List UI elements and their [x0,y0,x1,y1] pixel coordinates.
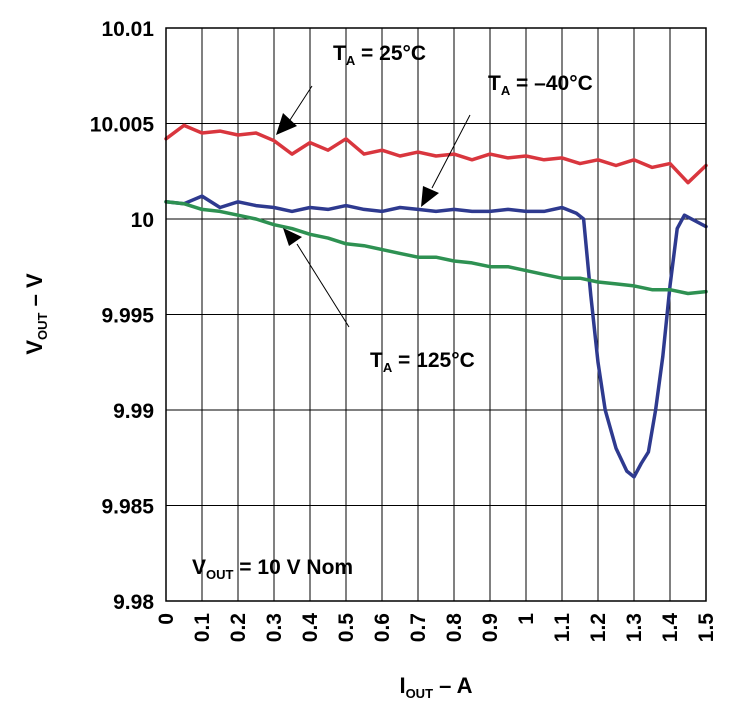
y-tick-label: 10 [131,209,154,232]
x-tick-label: 0.1 [191,613,214,643]
arrowhead-125c [283,228,302,246]
arrowhead-minus40c [421,186,439,207]
x-axis-title: IOUT – A [399,673,472,701]
x-tick-label: 1.4 [659,613,682,643]
arrowhead-25c [276,113,297,135]
y-tick-label: 9.995 [101,305,154,328]
annotation-25c: TA = 25°C [333,42,426,68]
x-tick-labels: 0 0.1 0.2 0.3 0.4 0.5 0.6 0.7 0.8 0.9 1 1.1 1.2 1.3 1.… [155,613,718,643]
x-tick-label: 0.7 [407,613,430,642]
annotation-vout-nom: VOUT = 10 V Nom [192,556,353,582]
y-axis-title: VOUT – V [22,273,50,355]
x-tick-label: 0.9 [479,613,502,642]
annotation-125c: TA = 125°C [370,349,475,375]
leader-line-25c [289,85,313,121]
annotation-minus40c: TA = –40°C [488,72,593,98]
y-tick-label: 9.985 [101,496,154,519]
grid [165,27,707,602]
x-tick-label: 0.6 [371,613,394,642]
y-tick-label: 10.01 [101,18,154,41]
x-tick-label: 0.2 [227,613,250,642]
series-line-0 [164,123,708,185]
x-tick-label: 0 [155,613,178,625]
y-tick-label: 10.005 [90,114,155,137]
series-line-2 [164,200,708,296]
x-tick-label: 0.4 [299,613,322,643]
x-tick-label: 1.2 [587,613,610,642]
leader-line-minus40c [431,114,471,189]
x-tick-label: 1.5 [695,613,718,643]
series-lines [164,123,708,479]
x-tick-label: 0.3 [263,613,286,642]
y-tick-label: 9.99 [113,400,154,423]
x-tick-label: 1.1 [551,613,574,643]
y-tick-labels: 10.01 10.005 10 9.995 9.99 9.985 9.98 [90,18,155,614]
plot-frame [165,27,707,602]
x-tick-label: 1 [515,613,538,625]
x-tick-label: 0.8 [443,613,466,643]
leader-line-125c [296,243,350,328]
y-tick-label: 9.98 [113,591,154,614]
x-tick-label: 0.5 [335,613,358,643]
x-tick-label: 1.3 [623,613,646,642]
series-line-1 [164,194,708,479]
